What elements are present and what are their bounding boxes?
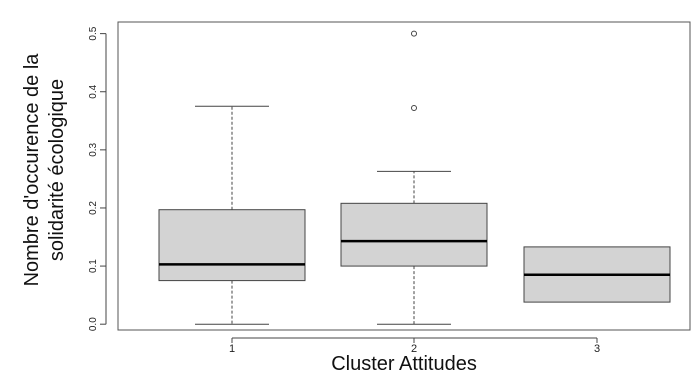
x-axis: 1 2 3 <box>229 337 600 355</box>
x-tick-label: 3 <box>594 343 600 355</box>
box-cluster-3 <box>523 246 671 303</box>
y-tick-label: 0.5 <box>88 26 99 40</box>
box-cluster-1 <box>158 105 306 325</box>
boxes-layer <box>158 30 671 325</box>
x-axis-title: Cluster Attitudes <box>331 353 477 375</box>
plot-frame <box>117 21 691 331</box>
box-cluster-2 <box>340 30 488 325</box>
x-tick-label: 2 <box>411 343 417 355</box>
y-axis: 0.0 0.1 0.2 0.3 0.4 0.5 <box>88 26 107 331</box>
y-axis-title-line-1: Nombre d'occurence de la <box>21 53 43 287</box>
outlier-point <box>411 30 417 37</box>
box-iqr <box>340 202 488 267</box>
box-iqr <box>158 209 306 282</box>
y-tick-label: 0.3 <box>88 142 99 156</box>
y-axis-title: Nombre d'occurence de la solidarité écol… <box>21 53 68 287</box>
outlier-point <box>411 105 417 112</box>
y-tick-label: 0.2 <box>88 201 99 215</box>
y-axis-title-line-2: solidarité écologique <box>46 79 68 261</box>
x-tick-label: 1 <box>229 343 235 355</box>
y-tick-label: 0.1 <box>88 259 99 273</box>
y-tick-label: 0.0 <box>88 317 99 331</box>
y-tick-label: 0.4 <box>88 84 99 98</box>
